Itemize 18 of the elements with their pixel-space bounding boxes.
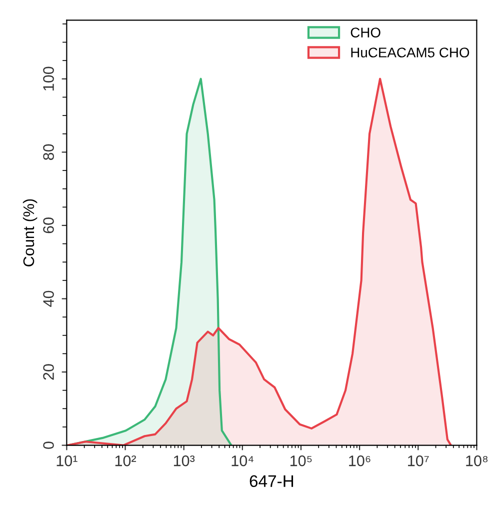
legend-label: HuCEACAM5 CHO [351, 48, 470, 58]
x-tick-label: 10⁷ [408, 455, 429, 466]
x-tick-label: 10⁵ [290, 455, 312, 466]
y-tick-label: 0 [43, 442, 54, 449]
y-tick-label: 40 [43, 290, 54, 307]
x-tick-label: 10⁴ [232, 455, 254, 466]
x-tick-label: 10¹ [56, 455, 78, 466]
y-tick-label: 20 [43, 364, 54, 380]
x-tick-label: 10³ [174, 455, 195, 466]
y-tick-label: 100 [43, 66, 54, 90]
x-tick-label: 10⁶ [349, 455, 370, 466]
x-tick-label: 10² [115, 455, 136, 466]
y-tick-label: 60 [43, 218, 54, 234]
y-axis-title: Count (%) [22, 199, 38, 266]
x-axis-title: 647-H [250, 475, 294, 488]
legend-label: CHO [350, 28, 380, 38]
y-tick-label: 80 [43, 144, 54, 160]
x-tick-label: 10⁸ [466, 455, 488, 466]
